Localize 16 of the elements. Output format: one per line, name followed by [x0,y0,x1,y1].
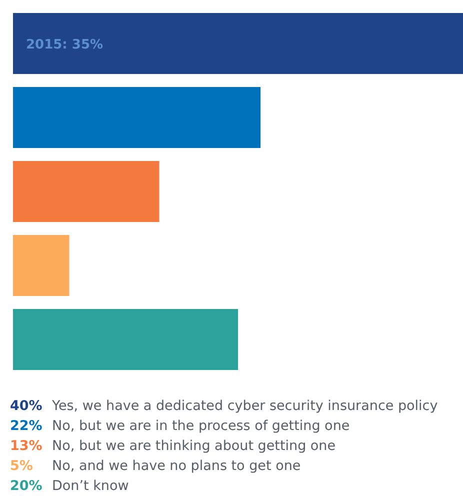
text: Don’t know [52,478,129,494]
annotation: 2015: 35% [26,38,104,52]
bar [13,235,70,296]
text: Yes, we have a dedicated cyber security insurance policy [51,398,438,414]
text: 13% [10,438,43,454]
bar [13,13,463,74]
text: No, and we have no plans to get one [52,458,301,474]
bar [13,309,238,370]
text: 20% [10,478,43,494]
bar [13,161,160,222]
text: 5% [10,458,34,474]
text: No, but we are thinking about getting one [52,438,336,454]
text: 22% [10,418,43,434]
bar [13,87,260,148]
text: 40% [10,398,43,414]
text: No, but we are in the process of getting one [52,418,350,434]
